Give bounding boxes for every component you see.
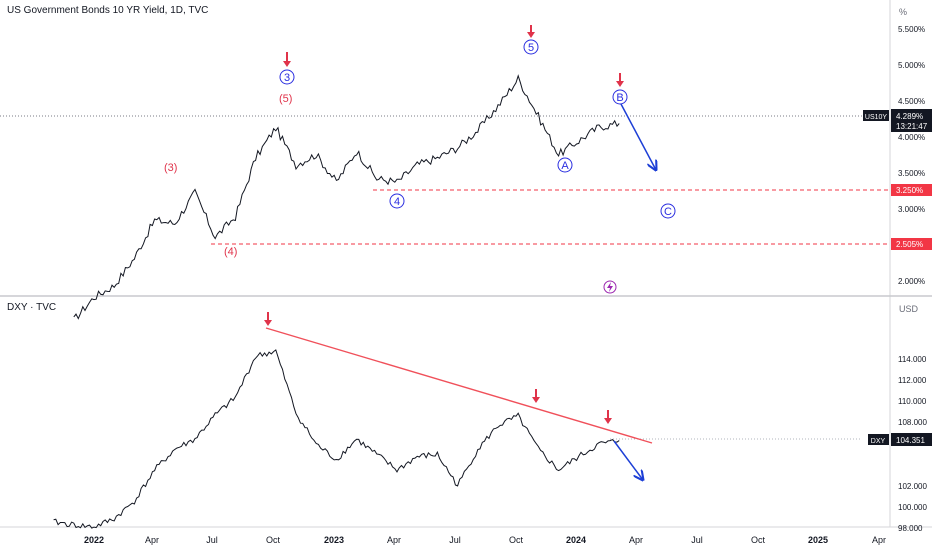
wave-label-a[interactable]: A [561,160,569,172]
top-price-axis[interactable]: 5.500% 5.000% 4.500% 4.000% 3.500% 3.000… [898,25,925,286]
wave-label-paren-4[interactable]: (4) [224,246,237,258]
time-tick: Oct [751,535,766,545]
top-price-tick: 2.000% [898,277,925,286]
ticker-label: US10Y [865,114,888,121]
wave-circle[interactable] [389,193,405,209]
top-price-tick: 5.500% [898,25,925,34]
signal-arrow-down-icon [264,312,272,326]
level-badge-value: 3.250% [896,186,923,195]
wave-circle[interactable] [612,89,628,105]
top-price-tick: 3.000% [898,205,925,214]
wave-label-paren-3[interactable]: (3) [164,162,177,174]
last-price-badge[interactable]: US10Y 4.289% 13:21:47 [863,109,932,132]
top-price-tick: 3.500% [898,169,925,178]
wave-label-5[interactable]: 5 [528,42,534,54]
time-tick: Apr [872,535,886,545]
bottom-price-tick: 114.000 [898,355,927,364]
time-tick: Apr [387,535,401,545]
time-tick: Oct [266,535,281,545]
candle-countdown: 13:21:47 [896,122,928,131]
top-price-tick: 4.500% [898,97,925,106]
wave-label-b[interactable]: B [616,92,623,104]
wave-label-paren-5[interactable]: (5) [279,93,292,105]
signal-arrow-down-icon [283,52,291,67]
signal-arrow-down-icon [616,73,624,87]
dxy-last-price-badge[interactable]: DXY 104.351 [868,433,932,446]
signal-arrow-down-icon [527,25,535,38]
wave-circle[interactable] [523,39,539,55]
lightning-icon[interactable] [603,280,617,294]
bottom-price-tick: 98.000 [898,524,923,533]
dxy-price-series[interactable] [53,349,620,529]
top-pane-unit[interactable]: % [899,7,908,17]
wave-circle[interactable] [557,157,573,173]
bottom-price-tick: 108.000 [898,418,927,427]
bottom-price-tick: 110.000 [898,397,927,406]
us10y-price-series[interactable] [73,74,620,320]
dxy-last-price-value: 104.351 [896,436,925,445]
time-tick: 2024 [566,535,586,545]
resistance-trendline[interactable] [265,327,653,444]
time-tick: Jul [691,535,703,545]
bottom-pane-title: DXY · TVC [7,302,57,313]
bottom-price-tick: 100.000 [898,503,927,512]
wave-label-4[interactable]: 4 [394,196,400,208]
bottom-pane-unit[interactable]: USD [899,304,919,314]
time-tick: 2025 [808,535,828,545]
time-tick: 2023 [324,535,344,545]
wave-circle[interactable] [660,203,676,219]
time-tick: 2022 [84,535,104,545]
time-axis[interactable]: 2022 Apr Jul Oct 2023 Apr Jul Oct 2024 A… [84,535,886,545]
bottom-price-tick: 102.000 [898,482,927,491]
time-tick: Jul [449,535,461,545]
projection-arrow[interactable] [620,103,656,170]
wave-circle[interactable] [279,69,295,85]
time-tick: Oct [509,535,524,545]
time-tick: Jul [206,535,218,545]
level-badge[interactable]: 3.250% [891,184,932,196]
level-badge[interactable]: 2.505% [891,238,932,250]
last-price-value: 4.289% [896,112,923,121]
signal-arrow-down-icon [532,389,540,403]
top-price-tick: 5.000% [898,61,925,70]
bottom-price-tick: 112.000 [898,376,927,385]
signal-arrow-down-icon [604,410,612,424]
time-tick: Apr [145,535,159,545]
wave-label-c[interactable]: C [664,206,672,218]
dxy-ticker-label: DXY [871,438,886,445]
projection-arrow[interactable] [613,440,643,480]
top-pane-title: US Government Bonds 10 YR Yield, 1D, TVC [7,5,209,16]
level-badge-value: 2.505% [896,240,923,249]
time-tick: Apr [629,535,643,545]
wave-label-3[interactable]: 3 [284,72,290,84]
top-price-tick: 4.000% [898,133,925,142]
